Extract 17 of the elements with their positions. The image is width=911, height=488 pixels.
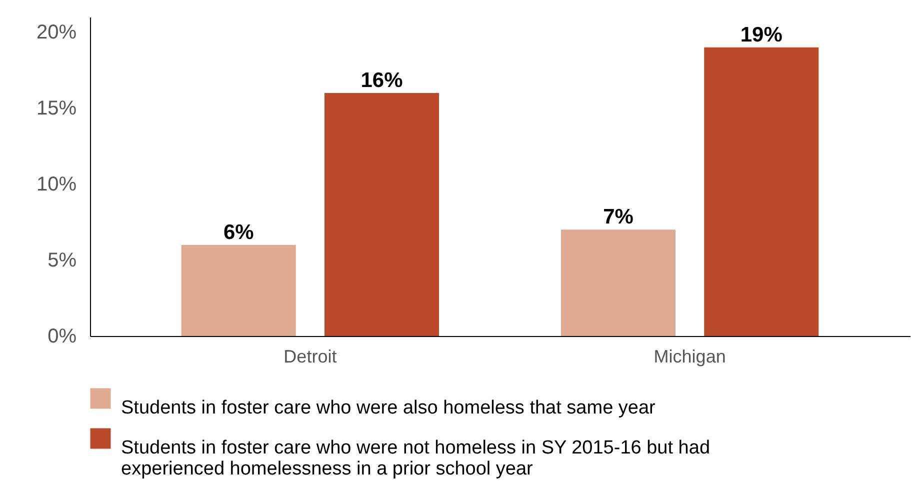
legend-label: Students in foster care who were also homeless that same year xyxy=(121,398,656,418)
y-tick-label: 20% xyxy=(36,22,77,44)
data-label: 7% xyxy=(603,206,634,229)
y-tick-label: 5% xyxy=(48,250,77,272)
x-tick-label: Detroit xyxy=(284,346,337,366)
data-label: 16% xyxy=(360,68,404,92)
bar xyxy=(560,230,676,336)
bar xyxy=(324,92,440,336)
bar xyxy=(181,244,296,336)
data-label: 19% xyxy=(740,23,783,46)
legend-label: Students in foster care who were not homeless in SY 2015-16 but had experienced homelessness in a prior school year xyxy=(121,438,710,480)
y-tick-label: 15% xyxy=(36,98,77,120)
data-label: 6% xyxy=(223,220,254,244)
x-tick-label: Michigan xyxy=(654,346,726,366)
bar xyxy=(704,47,819,336)
y-tick-label: 0% xyxy=(48,326,77,348)
y-tick-label: 10% xyxy=(36,174,77,196)
